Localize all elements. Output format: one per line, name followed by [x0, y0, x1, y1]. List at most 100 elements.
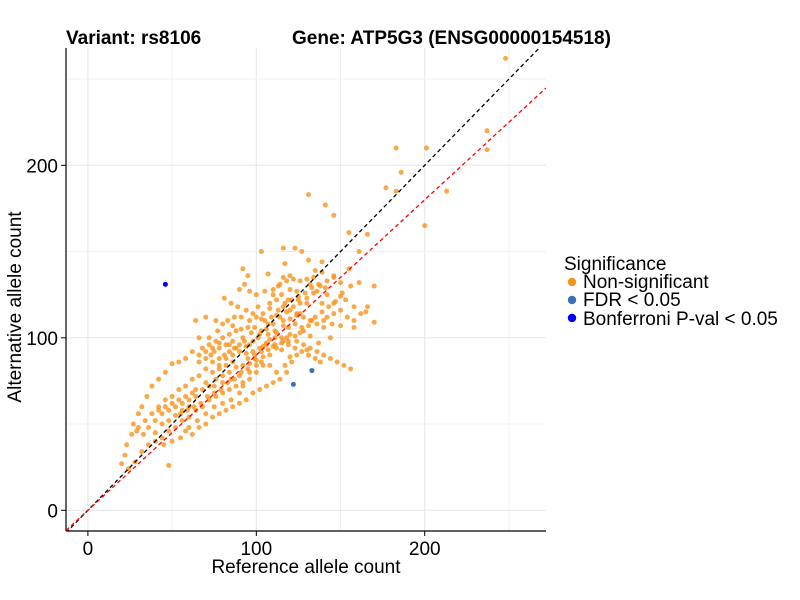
- point-non-significant: [263, 383, 269, 389]
- point-non-significant: [245, 324, 251, 330]
- point-non-significant: [226, 387, 232, 393]
- point-non-significant: [220, 335, 226, 341]
- point-non-significant: [178, 435, 184, 441]
- point-non-significant: [371, 283, 377, 289]
- point-non-significant: [216, 345, 222, 351]
- point-non-significant: [299, 249, 305, 255]
- point-non-significant: [152, 418, 158, 424]
- point-non-significant: [240, 380, 246, 386]
- legend: Significance Non-significant FDR < 0.05 …: [564, 254, 778, 330]
- y-tick-label: 100: [26, 329, 58, 350]
- point-non-significant: [267, 300, 273, 306]
- point-non-significant: [236, 400, 242, 406]
- point-non-significant: [159, 421, 165, 427]
- data-points: [119, 55, 509, 472]
- point-non-significant: [189, 431, 195, 437]
- point-non-significant: [210, 369, 216, 375]
- point-non-significant: [287, 273, 293, 279]
- point-non-significant: [332, 299, 338, 305]
- point-non-significant: [162, 404, 168, 410]
- point-non-significant: [161, 442, 167, 448]
- point-non-significant: [119, 461, 125, 467]
- point-non-significant: [236, 349, 242, 355]
- reference-line-fit: [66, 87, 546, 531]
- point-non-significant: [282, 300, 288, 306]
- point-non-significant: [216, 366, 222, 372]
- point-non-significant: [124, 442, 130, 448]
- point-non-significant: [253, 357, 259, 363]
- point-non-significant: [162, 397, 168, 403]
- point-non-significant: [346, 230, 352, 236]
- point-non-significant: [203, 349, 209, 355]
- point-non-significant: [252, 352, 258, 358]
- point-non-significant: [312, 356, 318, 361]
- reference-line-identity: [66, 48, 541, 531]
- point-non-significant: [351, 324, 357, 330]
- point-non-significant: [398, 169, 404, 175]
- point-non-significant: [226, 369, 232, 375]
- reference-lines: [66, 48, 546, 531]
- point-non-significant: [279, 347, 285, 353]
- point-non-significant: [166, 407, 172, 413]
- point-non-significant: [233, 328, 239, 334]
- point-non-significant: [393, 145, 399, 151]
- x-axis-ticks: 0 100 200: [83, 531, 441, 560]
- point-non-significant: [194, 418, 200, 424]
- point-non-significant: [231, 345, 237, 351]
- point-non-significant: [348, 366, 354, 372]
- point-non-significant: [247, 318, 253, 324]
- point-non-significant: [223, 342, 229, 348]
- point-non-significant: [311, 274, 317, 280]
- point-non-significant: [312, 314, 318, 320]
- point-non-significant: [186, 397, 192, 403]
- point-non-significant: [211, 404, 217, 410]
- point-non-significant: [258, 249, 264, 255]
- point-non-significant: [339, 290, 345, 296]
- point-non-significant: [356, 249, 362, 255]
- point-non-significant: [236, 390, 242, 396]
- point-non-significant: [149, 383, 155, 389]
- point-non-significant: [300, 342, 306, 348]
- point-non-significant: [267, 362, 273, 368]
- point-non-significant: [152, 430, 158, 436]
- point-non-significant: [166, 418, 172, 424]
- x-tick-label: 0: [83, 539, 94, 560]
- point-non-significant: [371, 319, 377, 325]
- y-axis-label: Alternative allele count: [5, 211, 26, 403]
- point-non-significant: [364, 231, 370, 237]
- point-non-significant: [285, 342, 291, 348]
- point-non-significant: [144, 393, 150, 399]
- point-non-significant: [364, 304, 370, 310]
- point-non-significant: [299, 349, 305, 355]
- point-non-significant: [306, 192, 312, 198]
- point-non-significant: [321, 352, 327, 358]
- point-non-significant: [183, 393, 189, 399]
- point-non-significant: [231, 314, 237, 320]
- point-non-significant: [213, 318, 219, 324]
- point-non-significant: [282, 362, 288, 368]
- point-non-significant: [338, 307, 344, 313]
- point-non-significant: [319, 300, 325, 306]
- point-non-significant: [250, 390, 256, 396]
- point-non-significant: [284, 278, 290, 284]
- point-non-significant: [166, 462, 172, 468]
- point-non-significant: [228, 300, 234, 306]
- point-non-significant: [306, 352, 312, 358]
- point-non-significant: [258, 349, 264, 355]
- point-non-significant: [231, 376, 237, 382]
- point-non-significant: [302, 290, 308, 296]
- point-non-significant: [243, 397, 249, 403]
- point-non-significant: [189, 349, 195, 355]
- point-non-significant: [306, 257, 312, 263]
- x-tick-label: 200: [409, 539, 441, 560]
- point-non-significant: [277, 281, 283, 287]
- point-non-significant: [307, 318, 313, 324]
- y-tick-label: 0: [47, 501, 58, 522]
- point-non-significant: [215, 328, 221, 334]
- point-non-significant: [196, 359, 202, 365]
- point-non-significant: [324, 292, 330, 298]
- point-fdr-0-05: [309, 368, 315, 374]
- point-non-significant: [216, 362, 222, 368]
- point-non-significant: [292, 245, 298, 251]
- point-non-significant: [260, 354, 266, 360]
